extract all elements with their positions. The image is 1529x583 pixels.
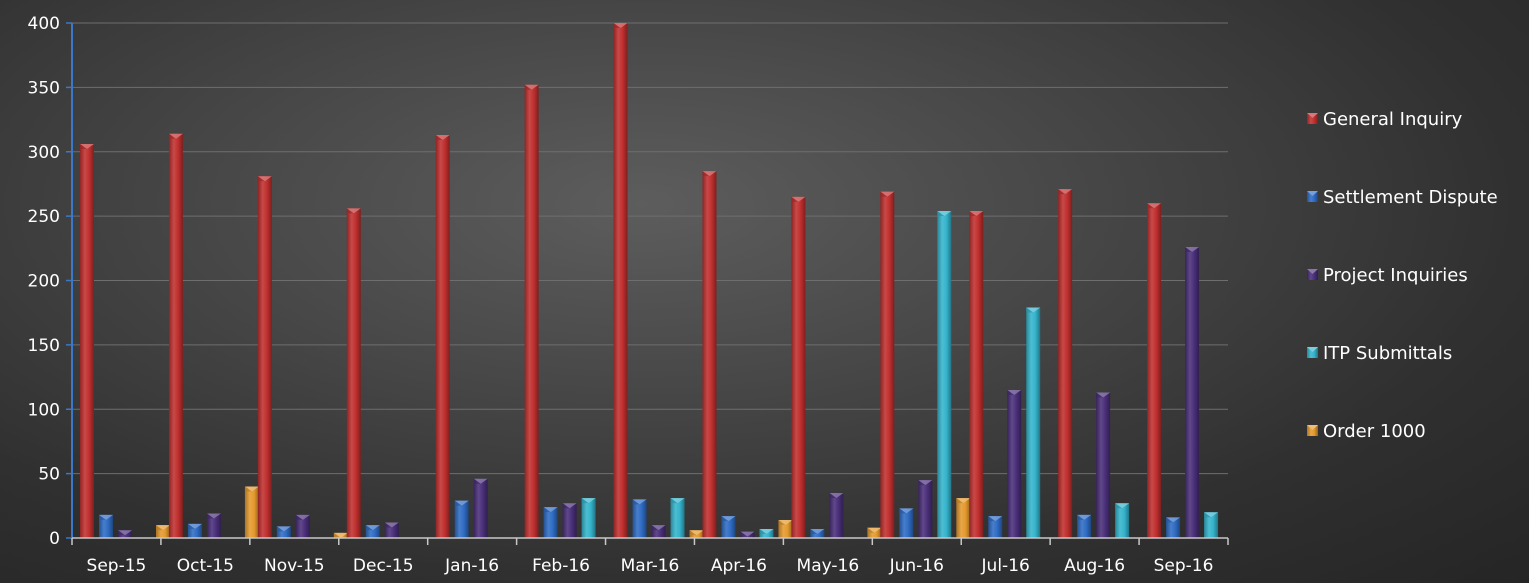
bar [80, 144, 94, 538]
y-tick-label: 350 [28, 78, 60, 98]
x-axis-tick-labels: Sep-15 Oct-15 Nov-15 Dec-15 Jan-16 Feb-16 Mar-… [87, 556, 1214, 576]
gridlines [72, 22, 1228, 475]
bar [969, 210, 984, 538]
bar [670, 498, 685, 538]
y-tick-label: 250 [28, 207, 60, 227]
x-tick-label: Jun-16 [889, 556, 944, 576]
x-tick-label: May-16 [797, 556, 860, 576]
bar [702, 171, 717, 538]
bar [613, 23, 628, 538]
bar [346, 208, 361, 538]
bar [99, 514, 113, 538]
bar [689, 530, 704, 538]
bar [581, 498, 596, 538]
bar [473, 478, 488, 538]
y-axis-tick-labels: 0 50 100 150 200 250 300 350 400 [28, 14, 60, 549]
bar [156, 525, 170, 538]
bar [1026, 307, 1041, 538]
legend-label: Project Inquiries [1323, 265, 1468, 286]
bar [1077, 514, 1092, 538]
bar [543, 507, 558, 538]
bar [168, 133, 183, 538]
bar [1096, 392, 1111, 538]
bar [365, 525, 380, 538]
x-tick-label: Mar-16 [621, 556, 680, 576]
bar [1007, 389, 1022, 538]
bar [791, 196, 806, 538]
x-tick-label: Oct-15 [177, 556, 234, 576]
bar [778, 519, 793, 538]
bar [244, 486, 259, 538]
x-tick-label: Dec-15 [353, 556, 414, 576]
bar [1058, 189, 1073, 538]
bar [880, 191, 895, 538]
bar [435, 135, 450, 538]
bar [1185, 247, 1200, 538]
legend-item: ITP Submittals [1307, 343, 1452, 364]
bar [1204, 512, 1219, 538]
x-tick-label: Jul-16 [981, 556, 1030, 576]
x-tick-label: Sep-16 [1154, 556, 1214, 576]
bar [810, 528, 825, 538]
bar [867, 527, 882, 538]
legend-swatch [1307, 347, 1318, 358]
legend-label: Settlement Dispute [1323, 187, 1498, 208]
bar [257, 176, 272, 538]
x-tick-label: Nov-15 [264, 556, 325, 576]
bar [937, 210, 952, 538]
bar [1166, 517, 1181, 538]
bar [740, 531, 755, 538]
bar [721, 516, 736, 538]
bar [918, 480, 933, 538]
bars [80, 23, 1219, 539]
bar [829, 492, 844, 538]
legend-item: General Inquiry [1307, 109, 1463, 130]
bar [295, 514, 310, 538]
bar [524, 84, 539, 539]
y-tick-label: 150 [28, 336, 60, 356]
x-tick-label: Sep-15 [87, 556, 147, 576]
x-tick-label: Feb-16 [532, 556, 590, 576]
bar [759, 528, 774, 538]
legend-swatch [1307, 191, 1318, 202]
legend-item: Order 1000 [1307, 421, 1426, 442]
bar [632, 499, 647, 538]
bar [187, 523, 202, 538]
y-tick-label: 400 [28, 14, 60, 34]
y-tick-label: 50 [38, 465, 60, 485]
y-tick-label: 0 [49, 529, 60, 549]
legend-label: General Inquiry [1323, 109, 1463, 130]
bar [454, 500, 469, 538]
legend-swatch [1307, 269, 1318, 280]
bar [333, 532, 348, 538]
bar [206, 513, 221, 538]
legend-label: Order 1000 [1323, 421, 1426, 442]
legend-item: Settlement Dispute [1307, 187, 1498, 208]
x-tick-label: Jan-16 [444, 556, 499, 576]
bar [118, 530, 132, 538]
bar [562, 503, 577, 538]
legend-swatch [1307, 425, 1318, 436]
bar [276, 526, 291, 538]
bar [651, 525, 666, 538]
y-tick-label: 300 [28, 143, 60, 163]
legend-label: ITP Submittals [1323, 343, 1452, 364]
bar [956, 498, 971, 538]
legend-item: Project Inquiries [1307, 265, 1468, 286]
legend-swatch [1307, 113, 1318, 124]
bar [384, 522, 399, 538]
x-tick-label: Aug-16 [1064, 556, 1125, 576]
x-tick-label: Apr-16 [711, 556, 767, 576]
axes [66, 22, 1229, 545]
y-tick-label: 200 [28, 272, 60, 292]
legend: General Inquiry Settlement Dispute Project… [1307, 109, 1498, 442]
bar [1115, 503, 1130, 538]
bar [988, 516, 1003, 538]
bar [899, 508, 914, 538]
bar [1147, 203, 1162, 538]
y-tick-label: 100 [28, 400, 60, 420]
